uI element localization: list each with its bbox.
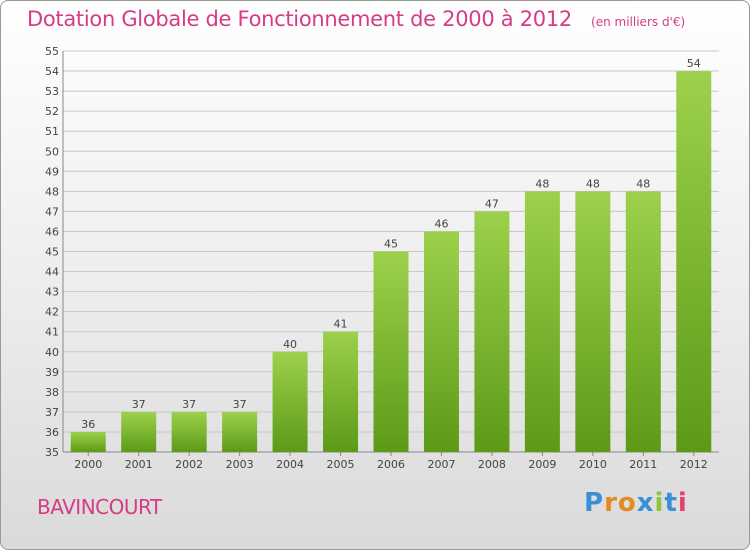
chart-title: Dotation Globale de Fonctionnement de 20… [27, 7, 572, 31]
chart-unit: (en milliers d'€) [591, 15, 686, 29]
x-tick-label: 2008 [478, 458, 506, 471]
value-label: 54 [687, 57, 701, 70]
bar-2003 [222, 411, 258, 452]
bar-2006 [373, 251, 409, 452]
brand-letter: t [664, 488, 678, 518]
x-tick-label: 2012 [680, 458, 708, 471]
bar-2010 [575, 191, 611, 452]
brand-letter: x [636, 488, 655, 518]
bar-2004 [272, 351, 308, 452]
y-tick-label: 35 [45, 446, 59, 459]
y-tick-label: 54 [45, 65, 59, 78]
y-tick-label: 47 [45, 205, 59, 218]
x-tick-label: 2000 [74, 458, 102, 471]
y-tick-label: 50 [45, 145, 59, 158]
y-tick-label: 44 [45, 266, 59, 279]
y-tick-label: 37 [45, 406, 59, 419]
x-tick-label: 2003 [226, 458, 254, 471]
value-label: 40 [283, 338, 297, 351]
brand-letter: i [677, 488, 688, 518]
bar-2000 [70, 431, 106, 452]
y-tick-label: 38 [45, 386, 59, 399]
y-tick-label: 48 [45, 185, 59, 198]
x-tick-label: 2011 [629, 458, 657, 471]
brand-logo: Proxiti [584, 488, 688, 518]
y-tick-label: 43 [45, 286, 59, 299]
bar-2009 [524, 191, 560, 452]
y-tick-label: 52 [45, 105, 59, 118]
brand-letter: P [584, 488, 605, 518]
x-tick-label: 2004 [276, 458, 304, 471]
y-tick-label: 36 [45, 426, 59, 439]
y-tick-label: 39 [45, 366, 59, 379]
commune-name: BAVINCOURT [37, 495, 162, 519]
y-tick-label: 42 [45, 306, 59, 319]
axis-layer: 35 36 37 38 39 40 41 42 43 44 45 46 47 48 49 50 51 52 53 54… [45, 45, 719, 471]
value-label: 37 [182, 398, 196, 411]
y-tick-label: 51 [45, 125, 59, 138]
y-tick-label: 55 [45, 45, 59, 58]
brand-letter: i [654, 488, 665, 518]
x-tick-label: 2001 [125, 458, 153, 471]
y-tick-label: 46 [45, 225, 59, 238]
x-tick-label: 2009 [528, 458, 556, 471]
value-label: 36 [81, 418, 95, 431]
value-label: 46 [434, 217, 448, 230]
value-label: 37 [132, 398, 146, 411]
bar-2011 [625, 191, 661, 452]
title-row: Dotation Globale de Fonctionnement de 20… [27, 7, 685, 31]
value-label: 48 [586, 177, 600, 190]
bar-2012 [676, 71, 712, 453]
y-tick-label: 41 [45, 326, 59, 339]
y-tick-label: 45 [45, 246, 59, 259]
value-label: 48 [636, 177, 650, 190]
value-label: 48 [535, 177, 549, 190]
bar-2005 [323, 331, 359, 452]
bar-2001 [121, 411, 157, 452]
x-tick-label: 2005 [327, 458, 355, 471]
value-label: 37 [233, 398, 247, 411]
x-tick-label: 2006 [377, 458, 405, 471]
y-tick-label: 40 [45, 346, 59, 359]
x-tick-label: 2007 [427, 458, 455, 471]
value-label: 41 [334, 318, 348, 331]
brand-letter: r [604, 488, 618, 518]
x-tick-label: 2002 [175, 458, 203, 471]
brand-letter: o [617, 488, 637, 518]
value-label: 45 [384, 238, 398, 251]
value-label: 47 [485, 197, 499, 210]
bar-2008 [474, 211, 510, 452]
y-tick-label: 49 [45, 165, 59, 178]
x-tick-label: 2010 [579, 458, 607, 471]
bar-2002 [171, 411, 207, 452]
y-tick-label: 53 [45, 85, 59, 98]
label-layer: 36 37 37 37 40 41 45 46 47 48 48 48 54 [81, 57, 701, 431]
bar-layer [70, 71, 712, 453]
bar-2007 [423, 231, 459, 452]
